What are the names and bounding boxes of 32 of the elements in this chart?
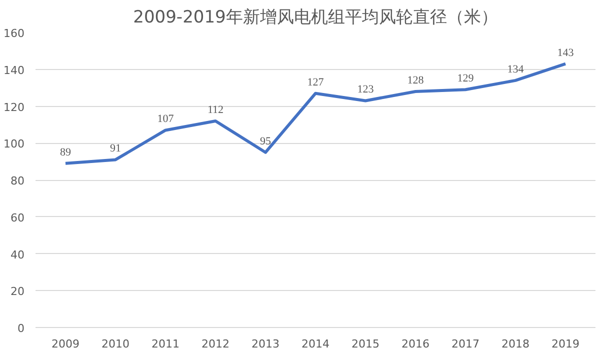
data-label: 129 bbox=[457, 72, 474, 85]
x-tick-label: 2010 bbox=[102, 338, 130, 350]
data-label: 128 bbox=[407, 74, 424, 86]
y-tick-label: 60 bbox=[10, 211, 25, 224]
data-label: 127 bbox=[307, 76, 324, 88]
data-label: 95 bbox=[260, 135, 272, 148]
x-tick-label: 2016 bbox=[402, 338, 430, 350]
data-label: 107 bbox=[157, 113, 174, 126]
x-tick-label: 2014 bbox=[302, 338, 330, 350]
y-tick-label: 160 bbox=[4, 27, 25, 40]
y-tick-label: 120 bbox=[4, 100, 25, 114]
y-tick-label: 0 bbox=[18, 322, 24, 335]
y-tick-label: 80 bbox=[10, 174, 25, 188]
x-tick-label: 2019 bbox=[552, 338, 580, 350]
data-label: 134 bbox=[507, 63, 524, 76]
data-label: 123 bbox=[357, 84, 374, 96]
x-tick-label: 2017 bbox=[452, 338, 480, 350]
data-label: 89 bbox=[60, 146, 72, 158]
data-label: 91 bbox=[110, 142, 121, 155]
x-tick-label: 2012 bbox=[202, 338, 230, 350]
y-tick-label: 100 bbox=[4, 138, 25, 151]
x-tick-label: 2009 bbox=[52, 338, 80, 350]
x-tick-label: 2015 bbox=[352, 338, 380, 350]
x-tick-label: 2013 bbox=[252, 338, 280, 350]
y-tick-label: 20 bbox=[10, 285, 25, 298]
y-tick-label: 140 bbox=[4, 64, 25, 77]
data-label: 143 bbox=[557, 46, 574, 59]
y-tick-label: 40 bbox=[10, 248, 25, 262]
x-tick-label: 2011 bbox=[152, 338, 180, 350]
data-label: 112 bbox=[207, 104, 224, 116]
chart-title: 2009-2019年新增风电机组平均风轮直径（米） bbox=[133, 8, 498, 28]
x-tick-label: 2018 bbox=[502, 338, 530, 350]
